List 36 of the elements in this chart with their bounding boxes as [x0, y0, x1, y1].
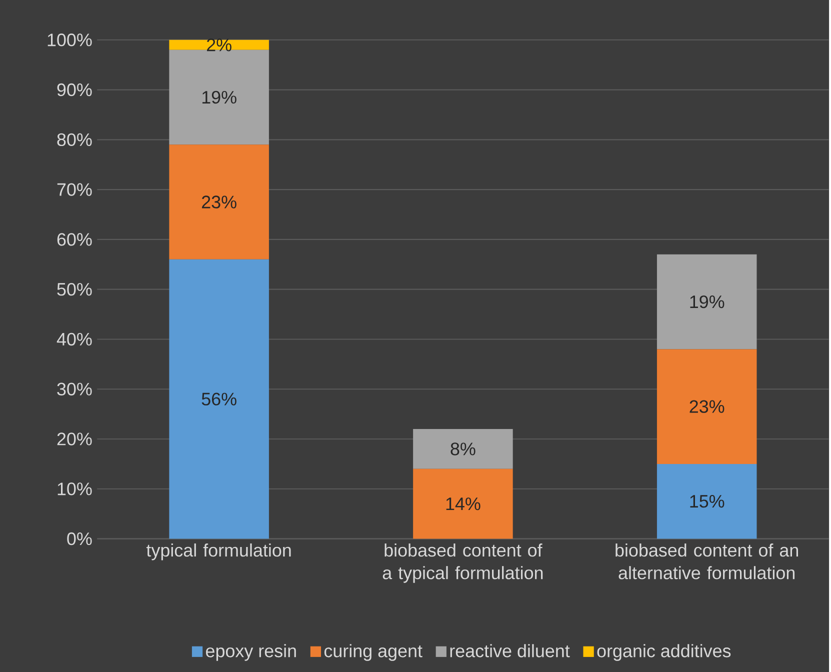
bar: [656, 348, 757, 464]
data-label: 19%: [690, 295, 724, 308]
data-label: 23%: [202, 195, 236, 208]
legend-label: epoxy resin: [206, 644, 296, 661]
legend-label: reactive diluent: [450, 644, 570, 658]
y-tick-label: 60%: [57, 232, 92, 246]
y-tick-label: 20%: [57, 432, 92, 446]
y-tick-label: 90%: [57, 83, 92, 96]
bar: [169, 144, 269, 260]
y-tick-label: 40%: [56, 332, 92, 346]
data-label: 15%: [690, 494, 724, 508]
y-tick-label: 80%: [57, 133, 92, 146]
y-tick-label: 30%: [57, 382, 92, 396]
y-tick-label: 50%: [57, 282, 92, 296]
bar: [169, 259, 269, 539]
y-tick-label: 100%: [48, 33, 92, 46]
x-tick-label: biobased content of a typical formulation: [382, 543, 543, 583]
bar: [656, 254, 757, 349]
bar: [656, 464, 757, 539]
data-label: 14%: [446, 497, 480, 510]
x-tick-label: typical formulation: [146, 543, 291, 560]
y-tick-label: 0%: [67, 532, 92, 545]
data-label: 56%: [202, 392, 236, 406]
legend-label: organic additives: [597, 644, 731, 661]
data-label: 19%: [202, 90, 236, 104]
bar: [413, 468, 513, 539]
data-label: 23%: [690, 400, 724, 413]
x-tick-label: biobased content of an alternative formulation: [616, 543, 798, 580]
data-label: 8%: [450, 442, 476, 456]
y-tick-label: 10%: [58, 482, 92, 495]
bar: [169, 40, 269, 50]
y-tick-label: 70%: [57, 182, 92, 196]
data-label: 2%: [206, 38, 232, 51]
bar: [169, 50, 269, 144]
bar: [413, 428, 513, 469]
legend-label: curing agent: [324, 644, 422, 661]
